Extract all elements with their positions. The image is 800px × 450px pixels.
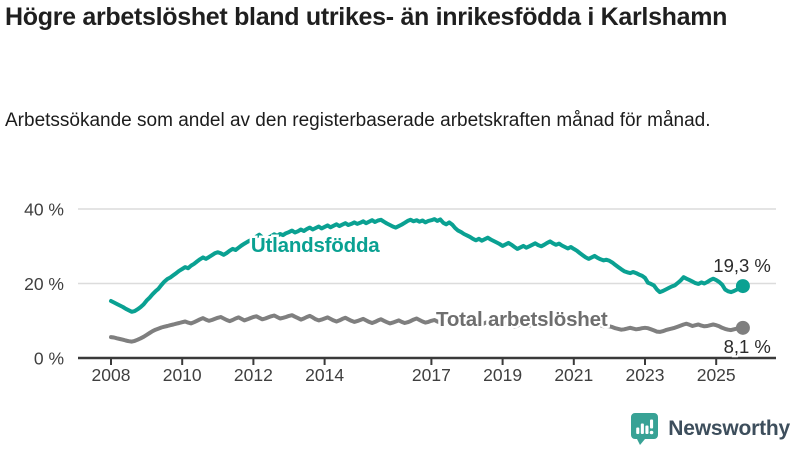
page-title: Högre arbetslöshet bland utrikes- än inr… [5,3,728,31]
x-axis-label-2017: 2017 [412,365,451,385]
y-axis-label-0: 0 % [34,349,64,369]
x-axis-label-2021: 2021 [554,365,593,385]
y-axis-label-40: 40 % [24,200,64,220]
newsworthy-branding: Newsworthy [630,412,790,445]
series-label-total-arbetslöshet: Total arbetslöshet [436,308,608,331]
x-axis-label-2014: 2014 [305,365,344,385]
end-value-label-total-arbetslöshet: 8,1 % [724,336,771,357]
brand-name: Newsworthy [668,416,790,440]
series-line-total-arbetslöshet [109,312,745,344]
line-chart-canvas: 0 % 20 % 40 % 2008 2010 2012 2014 2017 2019 2021 2… [24,200,776,385]
x-axis-label-2012: 2012 [234,365,273,385]
series-line-utlandsfödda [109,217,745,314]
x-axis-label-2008: 2008 [92,365,131,385]
newsworthy-bar-chart-bubble-icon [631,413,659,445]
x-axis-label-2023: 2023 [626,365,665,385]
unemployment-line-chart: 0 % 20 % 40 % 2008 2010 2012 2014 2017 2019 2021 2… [0,188,800,400]
chart-subtitle: Arbetssökande som andel av den registerb… [5,110,711,131]
x-axis-label-2019: 2019 [483,365,522,385]
end-dot-total-arbetslöshet [735,320,750,335]
x-axis-label-2025: 2025 [697,365,736,385]
series-label-utlandsfödda: Utlandsfödda [251,234,380,257]
end-value-label-utlandsfödda: 19,3 % [713,255,771,276]
y-axis-label-20: 20 % [24,274,64,294]
x-axis-label-2010: 2010 [163,365,202,385]
end-dot-utlandsfödda [735,279,750,294]
